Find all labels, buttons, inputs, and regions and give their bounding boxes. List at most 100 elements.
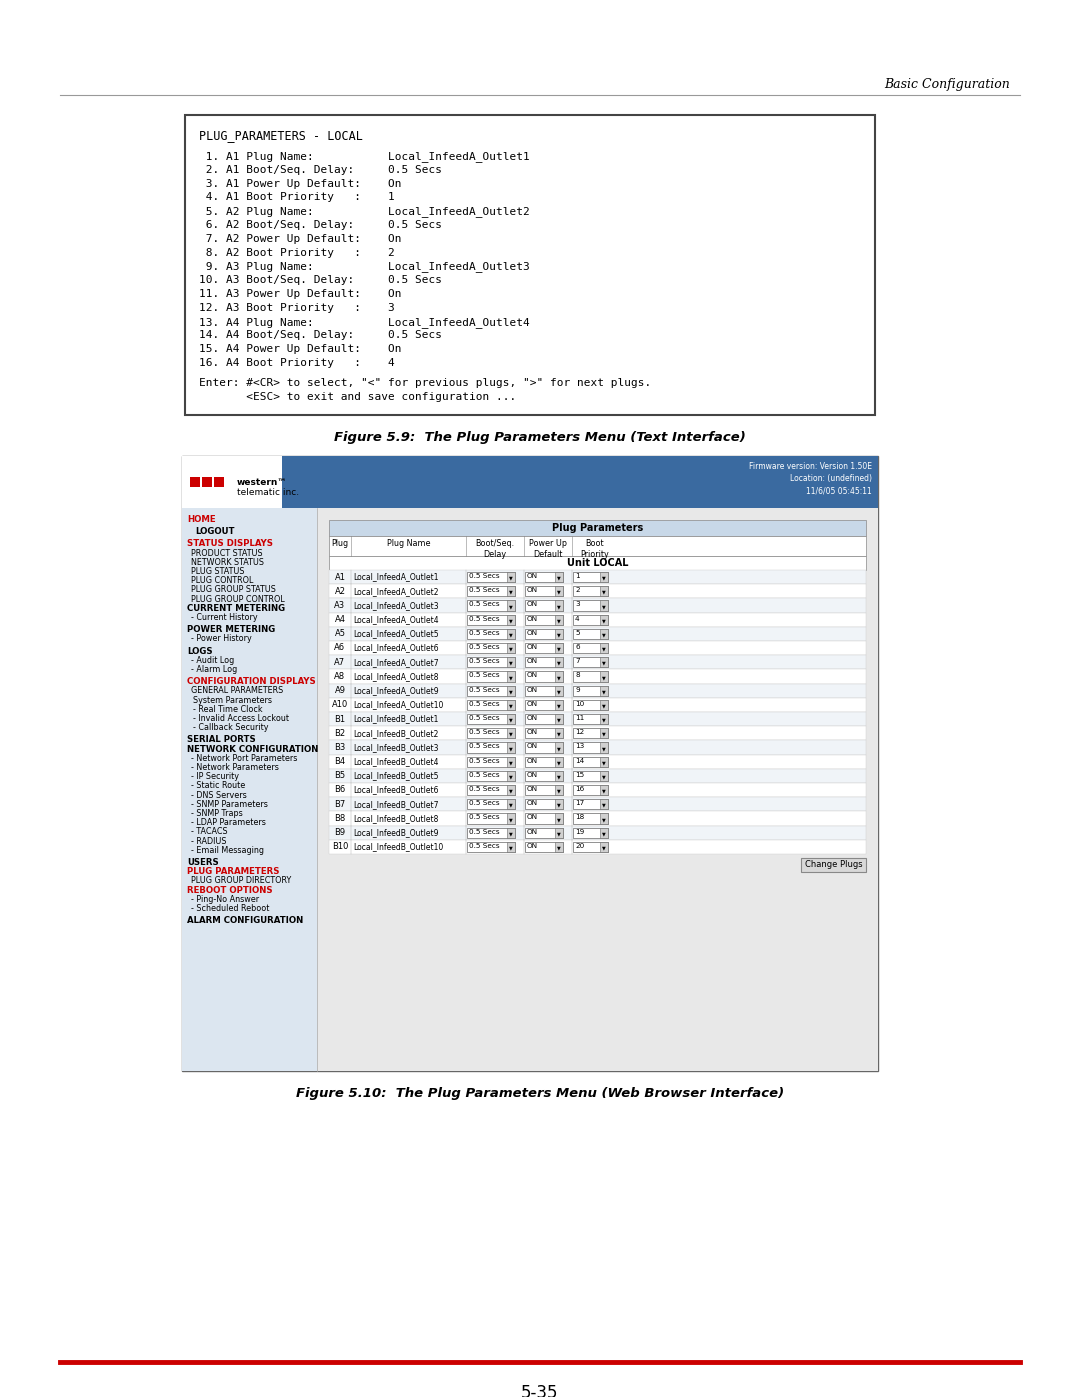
Text: 20: 20 xyxy=(575,842,584,849)
Text: ON: ON xyxy=(527,842,538,849)
Text: - Network Port Parameters: - Network Port Parameters xyxy=(191,754,297,763)
Bar xyxy=(555,728,563,739)
Bar xyxy=(329,712,866,726)
Text: 6. A2 Boot/Seq. Delay:     0.5 Secs: 6. A2 Boot/Seq. Delay: 0.5 Secs xyxy=(199,219,442,231)
Text: 0.5 Secs: 0.5 Secs xyxy=(469,715,500,721)
Text: 0.5 Secs: 0.5 Secs xyxy=(469,814,500,820)
Text: 0.5 Secs: 0.5 Secs xyxy=(469,701,500,707)
Text: ▼: ▼ xyxy=(509,675,513,680)
Text: ▼: ▼ xyxy=(603,732,606,736)
Bar xyxy=(525,757,563,767)
Bar xyxy=(555,785,563,795)
Text: 0.5 Secs: 0.5 Secs xyxy=(469,743,500,749)
Text: ON: ON xyxy=(527,787,538,792)
Bar xyxy=(507,813,515,824)
Bar xyxy=(600,571,608,583)
Text: ▼: ▼ xyxy=(509,732,513,736)
Bar xyxy=(329,840,866,854)
Bar xyxy=(555,571,563,583)
Text: A5: A5 xyxy=(335,629,346,638)
Text: 0.5 Secs: 0.5 Secs xyxy=(469,842,500,849)
Bar xyxy=(202,476,212,488)
Bar xyxy=(573,742,608,753)
Bar xyxy=(573,799,608,809)
Bar xyxy=(329,812,866,826)
Text: ▼: ▼ xyxy=(509,576,513,581)
Text: Local_InfeedB_Outlet1: Local_InfeedB_Outlet1 xyxy=(353,714,438,724)
Text: 14: 14 xyxy=(575,757,584,764)
Bar xyxy=(183,455,878,1071)
Text: ▼: ▼ xyxy=(603,774,606,780)
Bar xyxy=(507,672,515,682)
Bar xyxy=(467,728,515,739)
Text: 0.5 Secs: 0.5 Secs xyxy=(469,644,500,650)
Text: Local_InfeedA_Outlet10: Local_InfeedA_Outlet10 xyxy=(353,700,444,710)
Text: ▼: ▼ xyxy=(557,774,561,780)
Bar xyxy=(507,615,515,624)
Text: ▼: ▼ xyxy=(603,817,606,821)
Text: ▼: ▼ xyxy=(603,803,606,807)
Text: Unit LOCAL: Unit LOCAL xyxy=(567,557,629,569)
Text: Local_InfeedA_Outlet5: Local_InfeedA_Outlet5 xyxy=(353,629,438,638)
Text: - LDAP Parameters: - LDAP Parameters xyxy=(191,819,266,827)
Bar xyxy=(573,757,608,767)
Bar xyxy=(329,798,866,812)
Text: 3. A1 Power Up Default:    On: 3. A1 Power Up Default: On xyxy=(199,179,402,189)
Text: ALARM CONFIGURATION: ALARM CONFIGURATION xyxy=(187,916,303,925)
Text: ▼: ▼ xyxy=(509,633,513,637)
Text: SERIAL PORTS: SERIAL PORTS xyxy=(187,735,256,745)
Bar xyxy=(507,757,515,767)
Bar xyxy=(555,714,563,724)
Text: ▼: ▼ xyxy=(557,661,561,666)
Bar xyxy=(525,742,563,753)
Bar xyxy=(507,657,515,668)
Bar xyxy=(573,629,608,638)
Bar xyxy=(329,556,866,570)
Text: - Power History: - Power History xyxy=(191,634,252,644)
Text: LOGS: LOGS xyxy=(187,647,213,655)
Bar xyxy=(525,827,563,838)
Bar xyxy=(525,700,563,710)
Text: - TACACS: - TACACS xyxy=(191,827,228,837)
Text: GENERAL PARAMETERS: GENERAL PARAMETERS xyxy=(191,686,283,696)
Text: Local_InfeedB_Outlet5: Local_InfeedB_Outlet5 xyxy=(353,771,438,781)
Bar xyxy=(507,587,515,597)
Text: ▼: ▼ xyxy=(603,633,606,637)
Bar xyxy=(467,615,515,624)
Text: - Callback Security: - Callback Security xyxy=(193,724,269,732)
Bar xyxy=(525,643,563,654)
Bar xyxy=(573,686,608,696)
Text: 0.5 Secs: 0.5 Secs xyxy=(469,787,500,792)
Text: ▼: ▼ xyxy=(509,817,513,821)
Text: ▼: ▼ xyxy=(603,760,606,766)
Text: ▼: ▼ xyxy=(509,845,513,851)
Text: A7: A7 xyxy=(335,658,346,666)
Text: ▼: ▼ xyxy=(603,647,606,651)
Bar xyxy=(507,771,515,781)
Bar xyxy=(467,771,515,781)
Bar xyxy=(573,842,608,852)
Bar xyxy=(329,613,866,627)
Text: - Real Time Clock: - Real Time Clock xyxy=(193,705,262,714)
Bar xyxy=(600,672,608,682)
Text: ON: ON xyxy=(527,573,538,578)
Bar xyxy=(600,757,608,767)
Bar xyxy=(190,476,200,488)
Text: ON: ON xyxy=(527,616,538,622)
Text: Power Up
Default: Power Up Default xyxy=(529,539,567,559)
Text: ▼: ▼ xyxy=(557,675,561,680)
Bar xyxy=(600,700,608,710)
Text: PLUG CONTROL: PLUG CONTROL xyxy=(191,576,254,585)
Text: B10: B10 xyxy=(332,842,348,851)
Bar xyxy=(467,799,515,809)
Bar xyxy=(329,584,866,598)
Bar xyxy=(507,785,515,795)
Bar xyxy=(467,643,515,654)
Text: ▼: ▼ xyxy=(557,845,561,851)
Bar xyxy=(555,686,563,696)
Bar xyxy=(600,601,608,610)
Bar xyxy=(600,643,608,654)
Bar xyxy=(467,813,515,824)
Text: 19: 19 xyxy=(575,828,584,834)
Text: Local_InfeedA_Outlet9: Local_InfeedA_Outlet9 xyxy=(353,686,438,696)
